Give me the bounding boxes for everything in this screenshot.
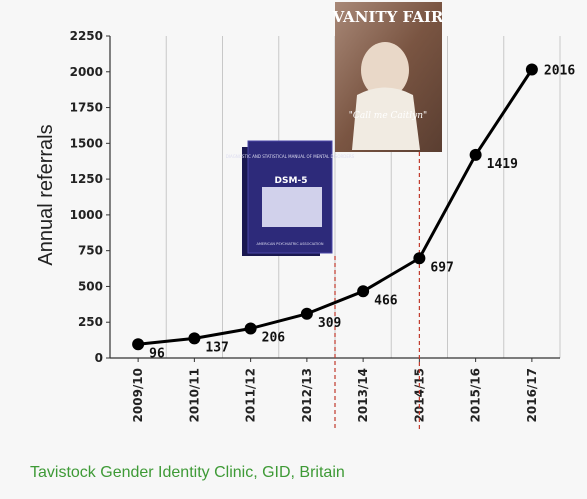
reference-lines bbox=[334, 152, 420, 430]
data-point bbox=[525, 63, 538, 76]
x-tick-label: 2009/10 bbox=[131, 368, 145, 422]
data-label: 137 bbox=[205, 340, 228, 355]
y-tick-label: 500 bbox=[78, 279, 103, 293]
y-tick-label: 2000 bbox=[70, 65, 103, 79]
data-label: 309 bbox=[318, 316, 341, 331]
y-tick-label: 250 bbox=[78, 315, 103, 329]
series-referrals bbox=[132, 63, 538, 351]
series-line bbox=[137, 68, 534, 346]
y-tick-label: 2250 bbox=[70, 29, 103, 43]
data-label: 206 bbox=[262, 331, 286, 346]
data-label: 697 bbox=[430, 260, 453, 275]
y-tick-label: 750 bbox=[78, 244, 103, 258]
magazine-figure-body bbox=[352, 87, 420, 150]
x-tick-label: 2010/11 bbox=[187, 368, 201, 422]
data-point bbox=[413, 252, 426, 265]
data-labels: 96 137 206 309 466 697 1419 2016 bbox=[149, 63, 575, 361]
book-publisher-text: AMERICAN PSYCHIATRIC ASSOCIATION bbox=[256, 242, 323, 246]
magazine-cover-image: VANITY FAIR "Call me Caitlyn" bbox=[332, 2, 444, 152]
data-point bbox=[188, 332, 201, 345]
book-title-text: DIAGNOSTIC AND STATISTICAL MANUAL OF MEN… bbox=[226, 154, 355, 159]
data-label: 1419 bbox=[487, 157, 518, 172]
data-label: 466 bbox=[374, 293, 398, 308]
x-tick-label: 2012/13 bbox=[300, 368, 314, 422]
x-tick-label: 2014/15 bbox=[412, 368, 426, 422]
book-dsm-text: DSM-5 bbox=[275, 176, 308, 186]
y-tick-label: 1750 bbox=[70, 101, 103, 115]
data-point bbox=[300, 307, 313, 320]
x-tick-label: 2011/12 bbox=[244, 368, 258, 422]
book-panel bbox=[262, 187, 322, 227]
y-tick-label: 1000 bbox=[70, 208, 103, 222]
y-tick-label: 0 bbox=[95, 351, 103, 365]
magazine-figure-face bbox=[361, 42, 409, 98]
data-point bbox=[244, 322, 257, 335]
magazine-headline-text: "Call me Caitlyn" bbox=[349, 111, 427, 121]
magazine-title-text: VANITY FAIR bbox=[332, 8, 444, 26]
x-tick-label: 2015/16 bbox=[469, 368, 483, 422]
x-tick-label: 2013/14 bbox=[356, 368, 370, 422]
data-label: 2016 bbox=[544, 63, 575, 78]
data-point bbox=[357, 285, 370, 298]
y-tick-label: 1250 bbox=[70, 172, 103, 186]
y-tick-label: 1500 bbox=[70, 136, 103, 150]
axes: 0 250 500 750 1000 1250 1500 1750 2000 2250 2009/1… bbox=[70, 29, 560, 422]
source-caption: Tavistock Gender Identity Clinic, GID, B… bbox=[30, 464, 345, 481]
book-cover-image: DIAGNOSTIC AND STATISTICAL MANUAL OF MEN… bbox=[226, 140, 355, 256]
data-point bbox=[132, 338, 145, 351]
x-tick-label: 2016/17 bbox=[525, 368, 539, 422]
data-point bbox=[469, 148, 482, 161]
y-axis-title: Annual referrals bbox=[35, 124, 57, 265]
data-label: 96 bbox=[149, 346, 165, 361]
